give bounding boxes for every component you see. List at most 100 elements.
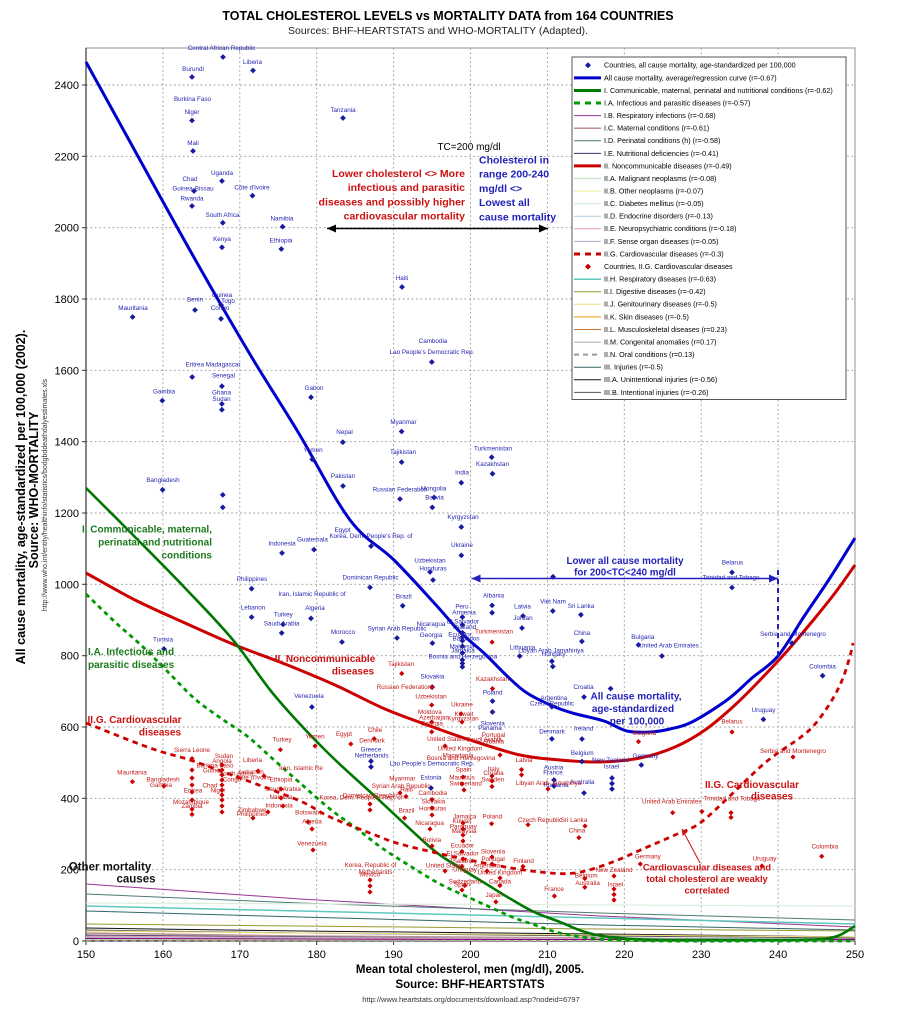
svg-text:Ecuador: Ecuador: [451, 843, 474, 850]
svg-text:diseases: diseases: [751, 792, 794, 803]
svg-text:cardiovascular mortality: cardiovascular mortality: [344, 211, 466, 223]
svg-text:infectious and parasitic: infectious and parasitic: [348, 182, 465, 194]
svg-text:TC=200 mg/dl: TC=200 mg/dl: [437, 142, 500, 153]
svg-text:Pakistan: Pakistan: [331, 473, 356, 480]
svg-text:Libyan Arab Jamahiriya: Libyan Arab Jamahiriya: [516, 780, 582, 787]
svg-text:China: China: [569, 828, 586, 835]
svg-text:I.A. Infectious and: I.A. Infectious and: [88, 647, 174, 658]
svg-text:Zambia: Zambia: [182, 803, 203, 810]
svg-text:II.K. Skin diseases (r=-0.5): II.K. Skin diseases (r=-0.5): [604, 312, 689, 321]
svg-text:United Arab Emirates: United Arab Emirates: [642, 799, 702, 806]
svg-text:Slovakia: Slovakia: [421, 799, 445, 806]
svg-text:Dominican Republic: Dominican Republic: [343, 575, 399, 582]
svg-text:Botswana: Botswana: [295, 810, 323, 817]
svg-text:Algeria: Algeria: [305, 605, 325, 612]
svg-text:Dominican Republic: Dominican Republic: [343, 793, 399, 800]
svg-text:Kazakhstan: Kazakhstan: [476, 461, 509, 468]
svg-text:Argentina: Argentina: [540, 695, 567, 702]
svg-text:Ireland: Ireland: [574, 726, 594, 733]
svg-text:perinatal and nutritional: perinatal and nutritional: [98, 538, 212, 549]
svg-text:South Africa: South Africa: [206, 212, 240, 219]
svg-text:Rwanda: Rwanda: [180, 196, 204, 203]
svg-text:Paraguay: Paraguay: [450, 824, 478, 831]
svg-text:Myanmar: Myanmar: [390, 419, 416, 426]
svg-text:Jamaica: Jamaica: [453, 814, 477, 821]
svg-text:Belarus: Belarus: [721, 719, 742, 726]
svg-text:Netherlands: Netherlands: [359, 869, 393, 876]
svg-text:Russian Federation: Russian Federation: [373, 487, 428, 494]
svg-text:Turkmenistan: Turkmenistan: [475, 629, 513, 636]
svg-text:France: France: [544, 886, 564, 893]
svg-text:Macedonia: Macedonia: [443, 753, 474, 760]
svg-text:Bosnia and Herzegovina: Bosnia and Herzegovina: [428, 654, 497, 661]
svg-text:Saudi Arabia: Saudi Arabia: [264, 621, 300, 628]
svg-text:diseases: diseases: [139, 728, 182, 739]
svg-text:600: 600: [61, 722, 79, 734]
svg-text:Israel: Israel: [604, 764, 619, 771]
svg-text:Uganda: Uganda: [211, 170, 234, 177]
svg-text:Kuwait: Kuwait: [452, 818, 471, 825]
svg-text:Denmark: Denmark: [359, 738, 385, 745]
svg-text:Togo: Togo: [221, 298, 235, 305]
svg-text:Sudan: Sudan: [212, 396, 231, 403]
svg-text:II. Noncommunicable diseases (: II. Noncommunicable diseases (r=-0.49): [604, 161, 732, 170]
svg-text:Kyrgyzstan: Kyrgyzstan: [447, 716, 479, 723]
svg-text:Bosnia and Herzegovina: Bosnia and Herzegovina: [427, 755, 496, 762]
svg-text:Serbia and Montenegro: Serbia and Montenegro: [760, 631, 826, 638]
svg-text:causes: causes: [116, 874, 155, 886]
svg-text:Philippines: Philippines: [237, 811, 267, 818]
svg-text:Bolivia: Bolivia: [425, 495, 444, 502]
svg-text:Eritrea: Eritrea: [184, 788, 203, 795]
svg-text:New Zealand: New Zealand: [592, 757, 630, 764]
svg-text:Australia: Australia: [575, 880, 600, 887]
svg-text:Angola: Angola: [212, 758, 232, 765]
svg-text:Argentina: Argentina: [473, 863, 500, 870]
svg-text:Bangladesh: Bangladesh: [146, 777, 180, 784]
svg-text:Mexico: Mexico: [360, 872, 380, 879]
svg-text:Nicaragua: Nicaragua: [417, 621, 446, 628]
svg-text:United Kingdom: United Kingdom: [438, 746, 483, 753]
svg-text:Cardiovascular diseases and: Cardiovascular diseases and: [643, 863, 771, 873]
svg-text:Ukraine: Ukraine: [451, 542, 473, 549]
svg-text:Serbia and Montenegro: Serbia and Montenegro: [760, 748, 826, 755]
svg-text:Gambia: Gambia: [153, 389, 176, 396]
svg-text:I.E. Nutritional deficiencies: I.E. Nutritional deficiencies (r=-0.41): [604, 149, 718, 158]
svg-text:Ghana: Ghana: [212, 390, 231, 397]
svg-text:Thailand: Thailand: [452, 624, 477, 631]
svg-text:Uzbekistan: Uzbekistan: [414, 558, 446, 565]
svg-text:Syrian Arab Republic: Syrian Arab Republic: [368, 626, 427, 633]
svg-text:Venezuela: Venezuela: [297, 841, 327, 848]
svg-text:Poland: Poland: [482, 814, 502, 821]
svg-text:Iran, Islamic Republic of: Iran, Islamic Republic of: [278, 591, 345, 598]
svg-text:Tajikistan: Tajikistan: [388, 661, 414, 668]
svg-text:Haiti: Haiti: [400, 787, 413, 794]
svg-text:II.A. Malignant neoplasms (r=-: II.A. Malignant neoplasms (r=-0.08): [604, 174, 716, 183]
svg-text:Belgium: Belgium: [571, 750, 594, 757]
svg-text:Guinea: Guinea: [212, 292, 233, 299]
svg-text:I.B. Respiratory infections (r: I.B. Respiratory infections (r=-0.68): [604, 111, 716, 120]
svg-text:II.G. Cardiovascular: II.G. Cardiovascular: [88, 715, 182, 726]
svg-text:Chad: Chad: [182, 176, 198, 183]
svg-text:Austria: Austria: [544, 765, 564, 772]
svg-text:190: 190: [384, 949, 402, 961]
svg-text:Albania: Albania: [483, 739, 505, 746]
svg-text:Algeria: Algeria: [302, 819, 322, 826]
svg-text:Ethiopia: Ethiopia: [270, 238, 293, 245]
svg-text:I. Communicable, maternal, per: I. Communicable, maternal, perinatal and…: [604, 86, 833, 95]
svg-text:Cambodia: Cambodia: [418, 790, 447, 797]
svg-text:Syrian Arab Republic: Syrian Arab Republic: [372, 783, 431, 790]
svg-text:I.D. Perinatal conditions (h): I.D. Perinatal conditions (h) (r=-0.58): [604, 136, 720, 145]
svg-text:Lower all cause mortality: Lower all cause mortality: [566, 556, 684, 567]
svg-text:Finland: Finland: [513, 858, 534, 865]
svg-text:diseases: diseases: [332, 667, 375, 678]
svg-text:Côte d'Ivoire: Côte d'Ivoire: [234, 185, 270, 192]
svg-text:age-standardized: age-standardized: [592, 704, 674, 715]
svg-text:Poland: Poland: [483, 690, 503, 697]
svg-text:United Kingdom: United Kingdom: [478, 870, 523, 877]
svg-text:cause mortality: cause mortality: [479, 211, 556, 223]
svg-text:Guatemala: Guatemala: [297, 537, 328, 544]
svg-text:150: 150: [77, 949, 95, 961]
svg-text:http://www.heartstats.org/docu: http://www.heartstats.org/documents/down…: [362, 995, 579, 1004]
svg-text:Cambodia: Cambodia: [419, 338, 448, 345]
svg-text:Portugal: Portugal: [481, 856, 504, 863]
